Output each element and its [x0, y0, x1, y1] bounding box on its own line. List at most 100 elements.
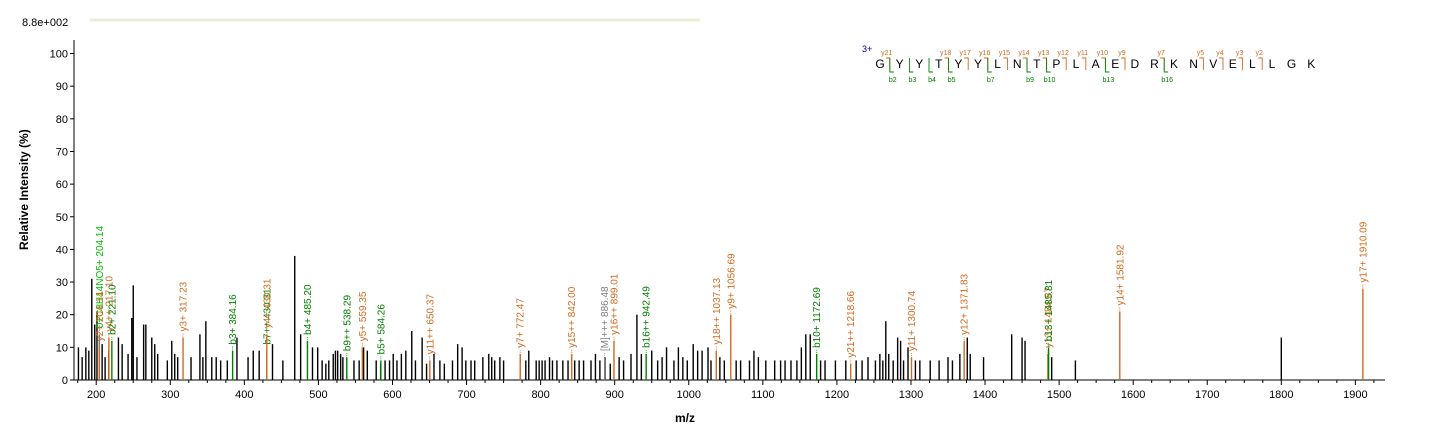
sequence-residue: Y [896, 57, 904, 71]
b-ion-bracket [1163, 58, 1169, 73]
peak-label: y11+ 1300.74 [907, 291, 918, 352]
y-tick-label: 20 [56, 310, 68, 322]
y-ion-label: y12 [1058, 50, 1069, 57]
sequence-residue: Y [974, 57, 982, 71]
x-tick-label: 600 [383, 389, 401, 401]
sequence-residue: E [1229, 57, 1237, 71]
peak-label: y3+ 317.23 [179, 281, 190, 331]
peak-label: y21++ 1218.66 [846, 291, 857, 358]
peak-label: y12+ 1371.83 [960, 273, 971, 334]
y-ion-label: y2 [1255, 50, 1263, 57]
sequence-residue: K [1307, 57, 1315, 71]
y-tick-label: 80 [56, 114, 68, 126]
y-ion-label: y16 [979, 50, 990, 57]
sequence-residue: L [1249, 57, 1256, 71]
peak-label: y2+ 204.14 [95, 291, 106, 341]
y-tick-label: 100 [50, 49, 68, 61]
y-ion-bracket [1101, 57, 1106, 70]
sequence-residue: G [875, 57, 884, 71]
y-ion-label: y17 [960, 50, 971, 57]
b-ion-label: b7 [987, 77, 995, 84]
x-tick-label: 1000 [677, 389, 701, 401]
y-ion-bracket [1258, 57, 1263, 70]
b-ion-bracket [987, 58, 992, 73]
sequence-residue: E [1111, 57, 1119, 71]
peak-label: y14+ 1581.92 [1115, 244, 1126, 305]
x-tick-label: 1800 [1269, 389, 1293, 401]
y-ion-bracket [1042, 57, 1048, 70]
x-tick-label: 1500 [1047, 389, 1071, 401]
y-ion-bracket [1023, 57, 1028, 70]
x-tick-label: 1200 [825, 389, 849, 401]
y-ion-label: y11 [1077, 50, 1088, 57]
peak-label: 0+C8H14NO5+ 204.14 [95, 226, 106, 329]
b-ion-label: b3 [909, 77, 917, 84]
b-ion-label: b13 [1103, 77, 1115, 84]
b-ion-bracket [908, 58, 914, 73]
sequence-residue: Y [915, 57, 923, 71]
peak-label: y5+ 559.35 [358, 291, 369, 341]
y-ion-bracket [1238, 57, 1244, 70]
b-ion-label: b5 [948, 77, 956, 84]
peak-label: b5+ 584.26 [376, 304, 387, 355]
peak-label: y15++ 842.00 [567, 286, 578, 348]
sequence-residue: L [994, 57, 1001, 71]
y-ion-bracket [885, 57, 891, 70]
sequence-residue: Y [954, 57, 962, 71]
y-ion-bracket [1062, 57, 1067, 70]
peak-label: y4+ 430.31 [262, 278, 273, 328]
y-tick-label: 30 [56, 277, 68, 289]
peak-label: b13+ 1485.81 [1044, 279, 1055, 341]
b-ion-bracket [948, 58, 953, 73]
y-ion-label: y18 [940, 50, 951, 57]
peak-label: b7++ 430.31 [262, 288, 273, 345]
peak-label: b16++ 942.49 [642, 286, 653, 348]
y-axis: 0 10 20 30 40 50 60 70 80 90 100 [50, 40, 75, 387]
precursor-charge: 3+ [862, 44, 872, 54]
sequence-residue: A [1092, 57, 1100, 71]
peak-label: y18++ 1037.13 [712, 277, 723, 344]
sequence-residue: T [1033, 57, 1041, 71]
x-tick-label: 900 [606, 389, 624, 401]
x-tick-label: 300 [161, 389, 179, 401]
sequence-residue: R [1150, 57, 1159, 71]
y-ion-bracket [1121, 57, 1126, 70]
b-ion-bracket [1026, 58, 1031, 73]
x-tick-label: 1700 [1195, 389, 1219, 401]
sequence-residue: L [1073, 57, 1080, 71]
spectrum-peaks [77, 255, 1283, 380]
b-ion-label: b16 [1161, 77, 1173, 84]
y-ion-bracket [944, 57, 950, 70]
sequence-residue: N [1013, 57, 1022, 71]
sequence-residue: P [1052, 57, 1060, 71]
peak-label: b9++ 538.29 [342, 295, 353, 352]
b-ion-bracket [928, 58, 933, 73]
y-tick-label: 60 [56, 179, 68, 191]
y-tick-label: 70 [56, 146, 68, 158]
sequence-residue: T [935, 57, 943, 71]
y-ion-label: y15 [999, 50, 1010, 57]
x-tick-label: 1900 [1343, 389, 1367, 401]
peak-label: y17+ 1910.09 [1358, 221, 1369, 282]
x-tick-label: 1300 [899, 389, 923, 401]
peak-label: y4++ 217.10 [104, 276, 115, 332]
b-ion-label: b2 [889, 77, 897, 84]
b-ion-label: b4 [928, 77, 936, 84]
y-tick-label: 50 [56, 212, 68, 224]
y-ion-label: y7 [1157, 50, 1165, 57]
y-tick-label: 40 [56, 244, 68, 256]
y-tick-label: 0 [62, 375, 68, 387]
peak-label: y16++ 899.01 [609, 273, 620, 335]
peak-label: b3+ 384.16 [228, 294, 239, 345]
y-ion-label: y14 [1018, 50, 1029, 57]
x-tick-label: 400 [235, 389, 253, 401]
b-ion-bracket [889, 58, 894, 73]
y-ion-label: y5 [1197, 50, 1205, 57]
peak-label: y9+ 1056.69 [726, 253, 737, 309]
sequence-residue: G [1287, 57, 1296, 71]
x-tick-label: 1100 [751, 389, 775, 401]
y-ion-label: y21 [881, 50, 892, 57]
y-ion-label: y13 [1038, 50, 1049, 57]
